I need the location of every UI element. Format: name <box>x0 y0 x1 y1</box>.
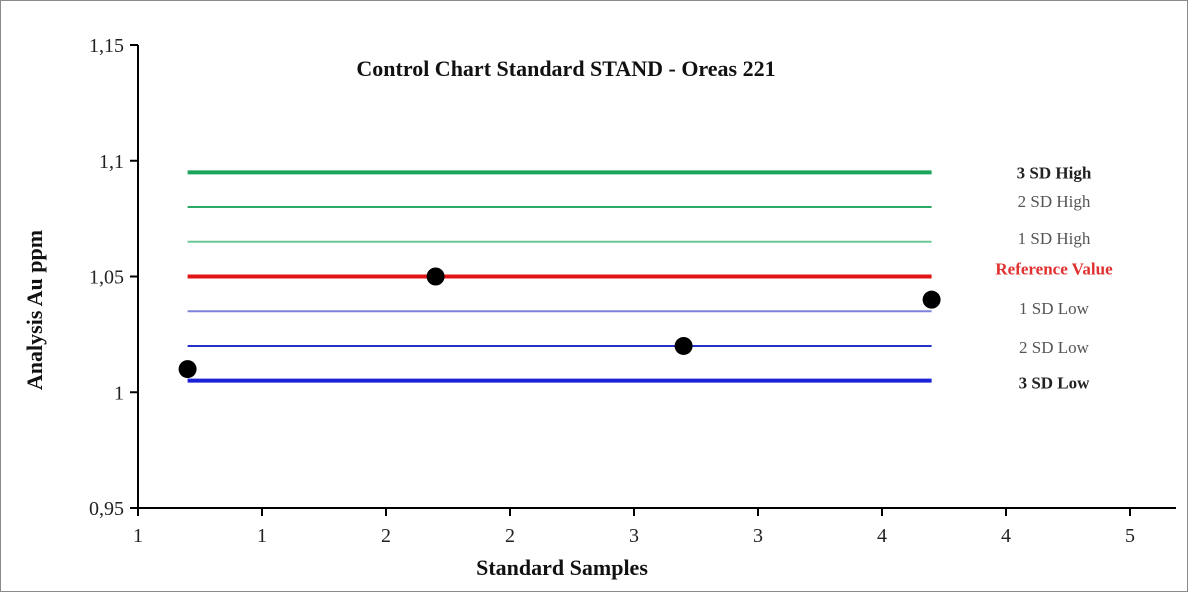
y-tick-label: 1 <box>114 382 124 404</box>
control-limit-lines <box>187 170 932 383</box>
x-tick-label: 2 <box>381 525 391 547</box>
sample-point <box>426 267 445 286</box>
sample-point <box>674 336 693 355</box>
y-axis-label: Analysis Au ppm <box>22 230 47 390</box>
legend-label-reference-value: Reference Value <box>995 260 1113 279</box>
x-axis-label: Standard Samples <box>476 555 648 580</box>
y-axis-ticks: 0,95 1 1,05 1,1 1,15 <box>89 35 138 520</box>
x-tick-label: 3 <box>629 525 639 547</box>
x-tick-label: 3 <box>753 525 763 547</box>
x-tick-label: 5 <box>1125 525 1135 547</box>
y-tick-label: 1,05 <box>89 267 124 289</box>
legend-label-2-sd-low: 2 SD Low <box>1019 338 1090 357</box>
legend-label-3-sd-high: 3 SD High <box>1017 163 1092 182</box>
x-tick-label: 2 <box>505 525 515 547</box>
sample-point <box>178 360 197 379</box>
x-tick-label: 1 <box>257 525 267 547</box>
x-tick-label: 4 <box>1001 525 1011 547</box>
chart-title: Control Chart Standard STAND - Oreas 221 <box>356 56 775 81</box>
legend-label-2-sd-high: 2 SD High <box>1018 192 1091 211</box>
legend-label-3-sd-low: 3 SD Low <box>1019 374 1091 393</box>
x-tick-label: 4 <box>877 525 887 547</box>
legend: 3 SD High 2 SD High 1 SD High Reference Val… <box>995 163 1113 392</box>
legend-label-1-sd-low: 1 SD Low <box>1019 299 1090 318</box>
y-tick-label: 1,1 <box>99 151 124 173</box>
x-axis-ticks: 1 1 2 2 3 3 4 4 5 <box>133 508 1135 547</box>
sample-points <box>178 267 941 379</box>
legend-label-1-sd-high: 1 SD High <box>1018 229 1091 248</box>
x-tick-label: 1 <box>133 525 143 547</box>
y-tick-label: 1,15 <box>89 35 124 57</box>
y-tick-label: 0,95 <box>89 498 124 520</box>
sample-point <box>922 290 941 309</box>
